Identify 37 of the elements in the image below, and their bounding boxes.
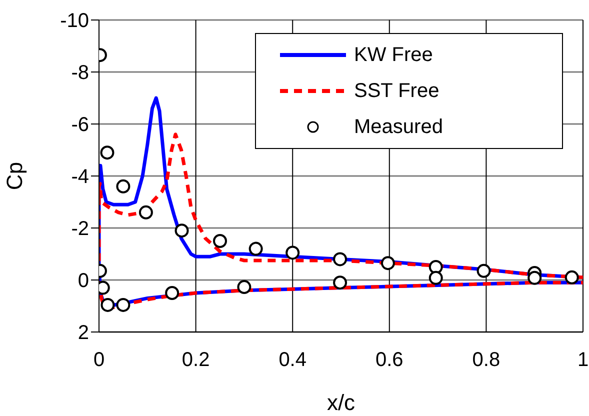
point bbox=[428, 260, 443, 274]
point bbox=[428, 270, 443, 285]
x-tick-label: 0.4 bbox=[278, 349, 307, 372]
point bbox=[333, 252, 348, 266]
x-tick-label: 0.6 bbox=[375, 349, 404, 372]
y-tick-label: 0 bbox=[78, 270, 89, 292]
point bbox=[138, 205, 153, 220]
point bbox=[248, 242, 263, 256]
x-tick-label: 0 bbox=[93, 349, 105, 372]
y-tick-label: -2 bbox=[71, 218, 89, 240]
point bbox=[116, 298, 130, 312]
legend-label: KW Free bbox=[354, 44, 433, 66]
point bbox=[174, 224, 189, 238]
point bbox=[333, 276, 348, 290]
x-tick-label: 0.2 bbox=[182, 349, 210, 372]
point bbox=[100, 298, 115, 312]
y-tick-label: 2 bbox=[78, 322, 89, 344]
x-axis-title: x/c bbox=[326, 390, 356, 415]
x-tick-label: 1 bbox=[577, 349, 589, 372]
point bbox=[476, 264, 491, 278]
point bbox=[564, 270, 579, 284]
point bbox=[237, 280, 252, 294]
x-tick-label: 0.8 bbox=[472, 349, 500, 372]
point bbox=[528, 270, 542, 285]
y-tick-label: -10 bbox=[60, 10, 89, 32]
legend-label: SST Free bbox=[354, 80, 440, 102]
y-tick-label: -4 bbox=[71, 166, 89, 188]
point bbox=[116, 179, 130, 194]
y-tick-label: -6 bbox=[71, 114, 89, 136]
point bbox=[380, 256, 395, 270]
y-axis-title: Cp bbox=[2, 162, 27, 190]
point bbox=[286, 246, 300, 260]
point bbox=[165, 286, 180, 300]
y-tick-label: -8 bbox=[71, 62, 89, 84]
point bbox=[100, 146, 114, 160]
point bbox=[213, 234, 227, 248]
legend-label: Measured bbox=[354, 116, 443, 138]
